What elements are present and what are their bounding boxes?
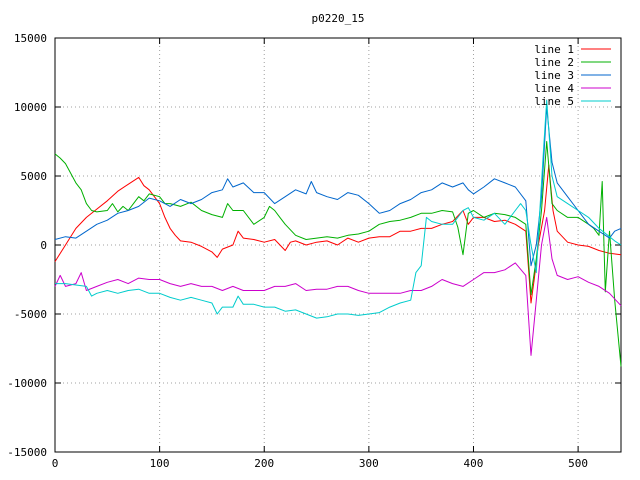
legend-label: line 2 [534,56,574,69]
x-tick-label: 400 [464,457,484,470]
legend-label: line 5 [534,95,574,108]
y-tick-label: -15000 [7,446,47,459]
series-line-5 [55,99,622,319]
series-line-4 [54,216,622,356]
legend-label: line 1 [534,43,574,56]
series-line-1 [54,164,622,304]
chart-title: p0220_15 [312,12,365,25]
legend-label: line 4 [534,82,574,95]
y-tick-label: -5000 [14,308,47,321]
x-tick-label: 300 [359,457,379,470]
x-tick-label: 0 [52,457,59,470]
axis-ticks: 0 100 200 300 400 500 -15000 -10000 -5000 0 5000 10… [7,32,621,470]
series-lines [54,99,622,367]
legend-label: line 3 [534,69,574,82]
y-tick-label: 10000 [14,101,47,114]
series-line-3 [54,106,622,267]
y-tick-label: 5000 [21,170,48,183]
y-tick-label: 0 [40,239,47,252]
x-tick-label: 100 [150,457,170,470]
x-tick-label: 500 [568,457,588,470]
y-tick-label: 15000 [14,32,47,45]
grid-lines [55,38,621,452]
x-tick-label: 200 [254,457,274,470]
series-line-2 [54,141,622,367]
y-tick-label: -10000 [7,377,47,390]
